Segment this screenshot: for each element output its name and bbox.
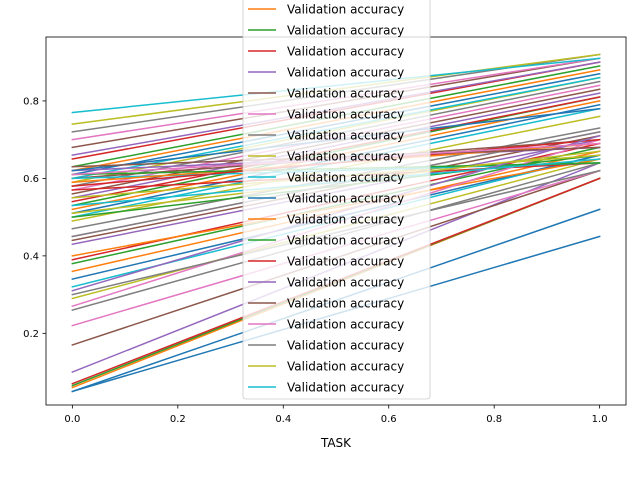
legend-entry: Validation accuracy bbox=[248, 234, 404, 248]
x-axis-label: TASK bbox=[320, 436, 352, 450]
legend-label: Validation accuracy bbox=[287, 129, 404, 143]
legend-label: Validation accuracy bbox=[287, 360, 404, 374]
y-tick-label: 0.8 bbox=[23, 97, 39, 108]
legend-entry: Validation accuracy bbox=[248, 87, 404, 101]
legend-label: Validation accuracy bbox=[287, 66, 404, 80]
legend-entry: Validation accuracy bbox=[248, 129, 404, 143]
x-tick-label: 0.0 bbox=[64, 414, 80, 425]
legend-label: Validation accuracy bbox=[287, 45, 404, 59]
legend-entry: Validation accuracy bbox=[248, 108, 404, 122]
x-axis-ticks: 0.0 0.2 0.4 0.6 0.8 1.0 bbox=[64, 405, 608, 425]
legend-entry: Validation accuracy bbox=[248, 213, 404, 227]
x-tick-label: 0.6 bbox=[381, 414, 397, 425]
legend-entry: Validation accuracy bbox=[248, 381, 404, 395]
legend-entry: Validation accuracy bbox=[248, 255, 404, 269]
y-tick-label: 0.6 bbox=[23, 174, 39, 185]
legend-entry: Validation accuracy bbox=[248, 24, 404, 38]
legend-label: Validation accuracy bbox=[287, 213, 404, 227]
legend-label: Validation accuracy bbox=[287, 276, 404, 290]
legend-label: Validation accuracy bbox=[287, 24, 404, 38]
legend: Validation accuracy Validation accuracy Va… bbox=[242, 0, 431, 400]
x-tick-label: 1.0 bbox=[592, 414, 608, 425]
legend-label: Validation accuracy bbox=[287, 234, 404, 248]
legend-label: Validation accuracy bbox=[287, 108, 404, 122]
legend-entry: Validation accuracy bbox=[248, 360, 404, 374]
x-tick-label: 0.8 bbox=[486, 414, 502, 425]
legend-label: Validation accuracy bbox=[287, 150, 404, 164]
legend-box bbox=[242, 0, 431, 400]
legend-entry: Validation accuracy bbox=[248, 45, 404, 59]
legend-label: Validation accuracy bbox=[287, 87, 404, 101]
y-axis-ticks: 0.2 0.4 0.6 0.8 bbox=[23, 97, 46, 340]
legend-label: Validation accuracy bbox=[287, 171, 404, 185]
legend-label: Validation accuracy bbox=[287, 318, 404, 332]
legend-entry: Validation accuracy bbox=[248, 339, 404, 353]
legend-entry: Validation accuracy bbox=[248, 192, 404, 206]
legend-entry: Validation accuracy bbox=[248, 66, 404, 80]
legend-label: Validation accuracy bbox=[287, 255, 404, 269]
x-tick-label: 0.4 bbox=[275, 414, 291, 425]
legend-label: Validation accuracy bbox=[287, 297, 404, 311]
x-tick-label: 0.2 bbox=[170, 414, 186, 425]
y-tick-label: 0.4 bbox=[23, 251, 39, 262]
legend-label: Validation accuracy bbox=[287, 339, 404, 353]
legend-entry: Validation accuracy bbox=[248, 297, 404, 311]
legend-label: Validation accuracy bbox=[287, 3, 404, 17]
legend-label: Validation accuracy bbox=[287, 192, 404, 206]
legend-entry: Validation accuracy bbox=[248, 276, 404, 290]
legend-entry: Validation accuracy bbox=[248, 171, 404, 185]
legend-label: Validation accuracy bbox=[287, 381, 404, 395]
legend-entry: Validation accuracy bbox=[248, 318, 404, 332]
legend-entry: Validation accuracy bbox=[248, 3, 404, 17]
legend-entry: Validation accuracy bbox=[248, 150, 404, 164]
y-tick-label: 0.2 bbox=[23, 329, 39, 340]
